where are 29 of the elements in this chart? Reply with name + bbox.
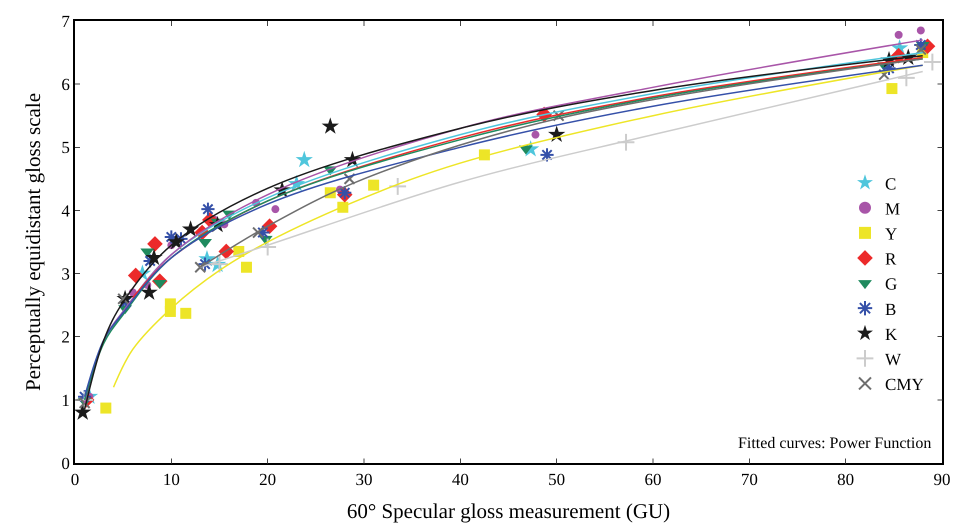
annotation: Fitted curves: Power Function <box>738 435 932 452</box>
y-tick-label: 1 <box>61 390 70 410</box>
y-tick-label: 4 <box>61 201 70 220</box>
y-tick-label: 6 <box>61 75 70 94</box>
x-tick-label: 10 <box>162 470 180 490</box>
x-tick-label: 80 <box>837 470 854 490</box>
legend-label: Y <box>884 224 898 244</box>
y-tick-label: 2 <box>61 328 70 347</box>
legend-label: C <box>884 174 896 194</box>
legend-label: W <box>884 350 902 369</box>
x-tick-label: 30 <box>356 470 372 490</box>
legend-label: G <box>884 274 898 294</box>
legend-label: B <box>884 300 896 319</box>
x-tick-label: 60 <box>644 470 662 490</box>
x-tick-label: 20 <box>259 470 276 490</box>
x-tick-label: 90 <box>934 470 950 490</box>
y-tick-label: 5 <box>61 138 70 158</box>
y-tick-label: 7 <box>61 12 70 31</box>
x-tick-label: 50 <box>548 470 566 490</box>
legend-label: CMY <box>884 375 924 394</box>
legend-label: R <box>884 250 897 269</box>
x-tick-label: 40 <box>452 470 469 490</box>
y-tick-label: 3 <box>61 264 70 284</box>
y-tick-label: 0 <box>61 454 70 473</box>
y-axis-title: Perceptually equidistant gloss scale <box>21 92 45 392</box>
legend-label: K <box>884 324 898 344</box>
legend-label: M <box>884 199 900 218</box>
x-tick-label: 70 <box>740 470 758 490</box>
x-axis-title: 60° Specular gloss measurement (GU) <box>346 498 670 523</box>
